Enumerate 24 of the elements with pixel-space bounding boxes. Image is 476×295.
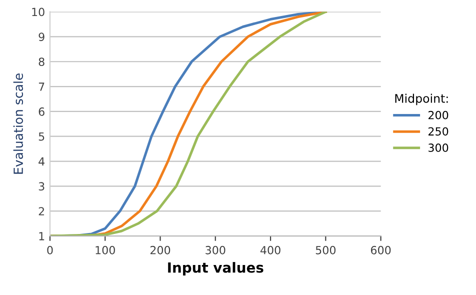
y-tick-label: 10 (32, 8, 44, 16)
x-tick-label: 300 (206, 246, 226, 254)
y-tick-label: 1 (39, 232, 44, 240)
y-tick-label: 2 (38, 207, 44, 216)
legend-label: 300 (428, 144, 448, 152)
y-axis-title: Evaluation scale (13, 73, 24, 174)
legend-title: Midpoint: (395, 94, 448, 106)
y-tick-label: 4 (38, 157, 44, 166)
x-tick-label: 600 (370, 246, 391, 254)
y-tick-label: 8 (38, 58, 44, 66)
y-tick-label: 5 (38, 132, 44, 141)
x-tick-label: 0 (47, 246, 53, 254)
legend-label: 200 (428, 110, 448, 120)
y-tick-label: 3 (38, 182, 44, 191)
line-series (50, 12, 327, 236)
x-tick-label: 500 (316, 246, 336, 254)
x-tick-label: 100 (96, 246, 115, 254)
x-axis-title: Input values (168, 262, 264, 276)
y-tick-label: 9 (38, 32, 44, 42)
x-tick-label: 200 (150, 246, 170, 254)
legend-label: 250 (428, 127, 448, 136)
x-tick-label: 400 (260, 246, 280, 254)
y-tick-label: 6 (38, 107, 44, 116)
y-tick-label: 7 (38, 82, 44, 91)
